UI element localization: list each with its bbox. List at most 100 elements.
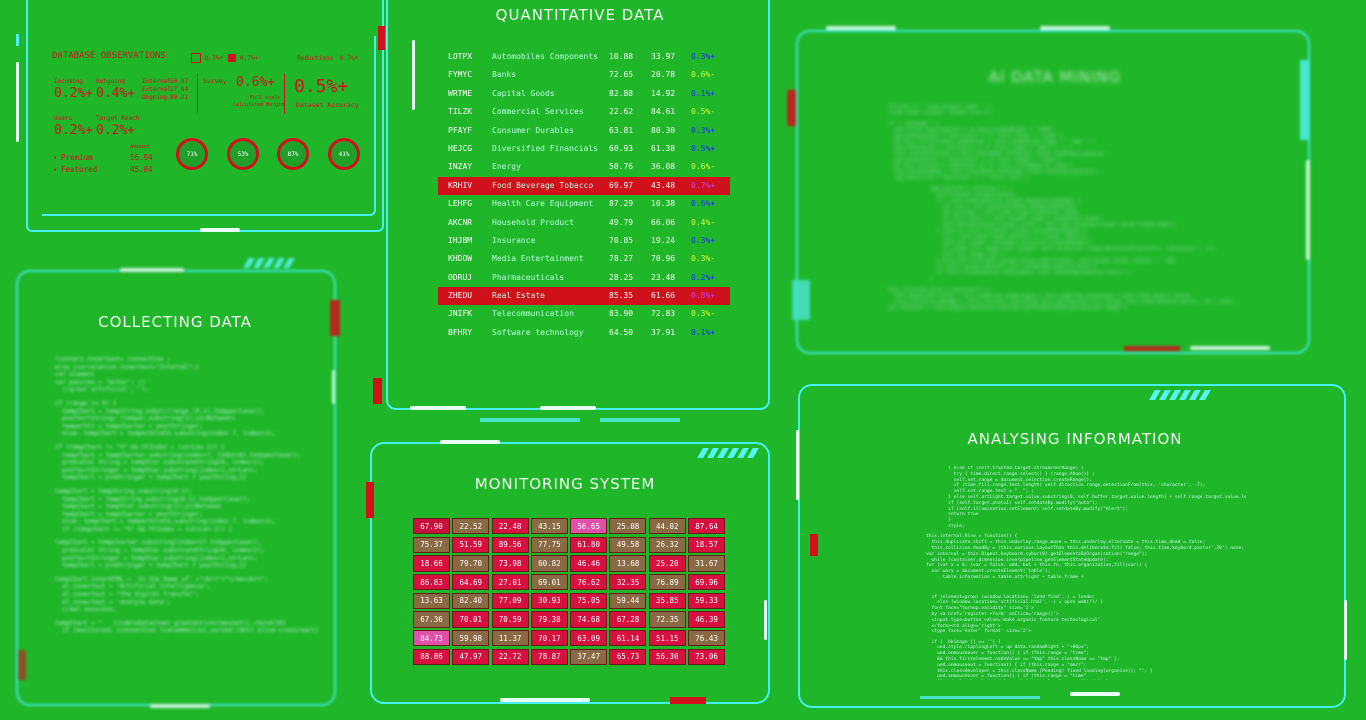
code-line: crawl.sessions; [55,606,117,614]
grid-cell: 56.65 [570,518,608,535]
grid-cell: 75.05 [570,592,608,609]
monitoring-title: MONITORING SYSTEM [474,475,656,493]
grid-cell: 65.73 [609,648,647,665]
legend-square-filled [228,54,236,62]
code-line: var internal = this.Digest.keyboard.cybe… [926,551,1148,557]
collecting-title: COLLECTING DATA [98,313,252,331]
value-2: 43.48 [651,180,676,190]
change-value: 0.3%+ [691,52,716,61]
code-line: postSortStringer = tempStar.substring(in… [55,554,258,562]
grid-cell: 89.56 [491,536,529,553]
grid-cell: 46.39 [688,611,726,628]
legend-value-a: 0.7%+ [205,55,224,62]
users-value: 0.2%+ [54,123,94,138]
incoming-label: Incoming [54,78,83,85]
code-line: if (this.next) { this.target.range = nod… [888,216,1102,222]
stock-code: BFHRY [448,327,473,337]
external-label: External [142,86,171,93]
code-line: tempChart = preStringer + tempChart + po… [55,474,247,482]
stock-code: AKCNR [448,217,473,227]
code-line: var passten = "enter"; // [55,378,146,386]
code-line: var privKey = self.node.range.nodeValue.… [888,210,1081,216]
grid-cell: 73.98 [491,555,529,572]
ai-title: AI DATA MINING [988,68,1122,86]
sector-name: Commercial Services [492,107,584,117]
code-line: } else self.artLight.target.value.substr… [948,494,1246,500]
grid-cell: 27.01 [491,574,529,591]
code-line: </form><td align='right'> [926,623,1001,629]
table-row: TILZK Commercial Services 22.62 84.61 0.5%- [438,103,730,121]
code-line: tempChart = " ((tableDataItem) gradient(… [55,619,287,627]
table-row: HEJCG Diversified Financials 60.93 61.38 0.5… [438,140,730,158]
grid-cell: 79.70 [452,555,490,572]
code-line: self.set.range.text = " "; ; [888,252,1030,258]
table-row: AKCNR Household Product 49.79 66.06 0.4%- [438,214,730,232]
code-line: } else if (self.fixedset.target.streamTh… [888,228,1087,234]
change-value: 0.5%- [691,107,716,117]
code-line: this.classDeveloper = this.className (Pe… [888,151,1111,157]
stock-code: KRHIV [448,180,473,190]
grid-cell: 22.48 [491,518,529,535]
stock-code: HEJCG [448,143,473,153]
value-2: 14.92 [651,88,676,98]
sector-name: Software technology [492,327,584,337]
grid-cell: 69.01 [530,574,568,591]
code-line: el.innertext = 'analyse data'; [55,598,171,606]
grid-cell: 67.36 [413,611,450,628]
value-2: 66.06 [651,217,676,227]
code-line: <!form> <!-- load plugin right --> [888,104,991,110]
code-line: tempChart.innerHTML = 'In the Name of' +… [55,575,269,583]
code-line: ued.onmouseover = function() { if (this.… [926,674,1087,680]
code-line: var req = self.generatorNode.dynamicGame… [888,204,1078,210]
grid-cell: 72.35 [648,611,686,628]
code-line: for (var x = 0; (var = false, add, but +… [926,563,1148,569]
grid-cell: 61.80 [570,536,608,553]
grid-cell: 47.97 [452,648,490,665]
sector-name: Media Entertainment [492,254,584,264]
database-inner-frame [42,36,376,216]
code-line: else (window.location='artificial.html',… [926,600,1104,606]
gauge-ring-3: 87% [277,138,309,170]
table-row: KHDOW Media Entertainment 78.27 70.96 0.3%- [438,250,730,268]
premium-bullet: • [53,154,58,162]
monitoring-grid: 67.90 22.52 22.48 43.15 56.65 25.08 44.02 87.64… [413,518,726,665]
code-line: (connect.innertext= connection ; [55,356,171,363]
grid-cell: 32.35 [609,574,647,591]
sector-name: Household Product [492,217,574,227]
value-1: 85.35 [609,291,634,301]
quantitative-title: QUANTITATIVE DATA [495,6,665,24]
code-line: try { this.node.range.select() } (range.… [888,234,1093,240]
grid-cell: 18.66 [413,555,450,572]
code-line: } [888,276,934,282]
code-line: while (container.dimension.innerpipeline… [926,557,1109,563]
table-row: INZAY Energy 50.76 36.08 0.6%- [438,158,730,176]
value-2: 80.30 [651,125,676,135]
grid-cell: 63.09 [570,630,608,647]
gauge-ring-4: 41% [328,138,360,170]
code-line: var wary = document.createElement('table… [926,569,1051,575]
code-line: self.set.range = document.selection.crea… [888,240,1093,246]
amount-label: Amount [130,144,150,150]
grid-cell: 67.90 [413,518,450,535]
table-row: PFAYF Consumer Durables 63.81 80.30 0.3%+ [438,122,730,140]
grid-cell: 43.15 [530,518,568,535]
grid-cell: 76.89 [648,574,686,591]
legend-value-b: 0.7%+ [240,55,259,62]
grid-cell: 46.46 [570,555,608,572]
code-line: style; [926,523,965,529]
value-1: 78.27 [609,254,634,264]
table-row: BFHRY Software technology 64.50 37.91 0.1%+ [438,324,730,342]
grid-cell: 86.83 [413,574,450,591]
grid-cell: 56.30 [648,648,686,665]
survey-label: Survey [203,77,227,85]
value-2: 10.38 [651,199,676,209]
grid-cell: 13.63 [413,592,450,609]
table-row: KRHIV Food Beverage Tobacco 69.97 43.48 0.7%… [438,176,730,196]
table-row: LEHFG Health Care Equipment 87.29 10.38 0.6%… [438,195,730,213]
code-line: table.information = table.attrlight + ta… [926,574,1084,580]
sector-name: Pharmaceuticals [492,272,565,282]
grid-cell: 73.06 [688,648,726,665]
code-line: var internal = this.Digest.keyboard.cybe… [888,305,1129,311]
code-line: if (self.illumination.setElement) self.s… [888,270,1132,276]
grid-cell: 79.38 [530,611,568,628]
